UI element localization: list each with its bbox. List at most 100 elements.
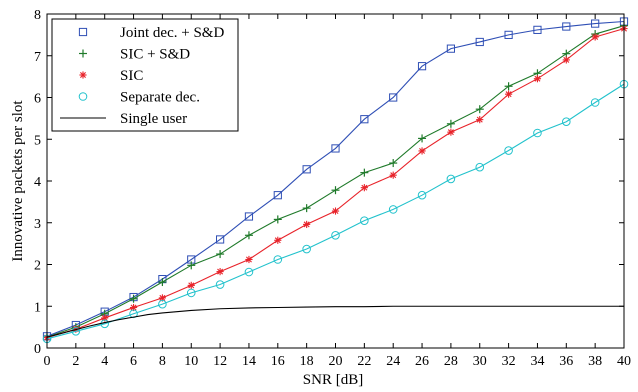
legend-label: Joint dec. + S&D [120,25,224,41]
legend-marker [79,71,87,79]
x-tick-label: 34 [530,354,544,369]
asterisk-stroke [534,75,541,82]
data-point-separate-dec [475,162,485,172]
data-point-separate-dec [533,128,542,138]
series-line-joint-dec-s-d [46,20,625,337]
legend-item: SIC [79,68,143,84]
data-point-sic-s-d [418,134,427,143]
asterisk-stroke [505,91,512,98]
asterisk-stroke [447,129,454,136]
y-tick-label: 4 [34,175,41,190]
data-point-joint-dec-s-d [504,30,513,39]
data-point-joint-dec-s-d [360,115,369,124]
legend-marker [78,92,88,101]
data-point-sic-s-d [446,119,455,128]
data-point-joint-dec-s-d [417,62,427,71]
data-point-sic [216,267,224,276]
data-point-joint-dec-s-d [273,191,282,200]
x-tick-label: 40 [617,354,631,369]
data-point-sic [476,116,484,124]
legend-marker [79,49,87,58]
x-tick-label: 36 [559,354,573,369]
data-point-separate-dec [504,146,513,155]
data-point-sic-s-d [360,168,369,177]
plot-layer [42,17,629,344]
x-tick-label: 38 [588,354,602,369]
data-point-sic [562,56,570,64]
asterisk-stroke [563,56,570,63]
x-tick-label: 6 [130,354,137,369]
asterisk-stroke [188,282,195,289]
y-tick-label: 3 [34,217,41,232]
x-tick-label: 28 [444,354,458,369]
x-tick-label: 16 [271,354,285,369]
data-point-sic-s-d [273,215,282,224]
data-point-joint-dec-s-d [244,212,254,221]
asterisk-stroke [217,268,224,275]
asterisk-stroke [419,147,426,154]
x-tick-label: 20 [329,354,343,369]
data-point-sic-s-d [158,278,167,287]
asterisk-stroke [159,294,166,301]
y-tick-label: 7 [34,50,41,65]
axes-layer: 0 2 4 6 8 10 12 14 16 18 20 22 24 26 28 30 32 34 36 38 40012… [34,8,631,369]
data-point-sic [591,33,599,41]
data-point-separate-dec [388,205,398,214]
legend: Joint dec. + S&D SIC + S&D SIC Separate dec… [51,18,239,132]
data-point-sic-s-d [302,204,311,213]
x-tick-label: 32 [502,354,516,369]
data-point-separate-dec [273,255,283,264]
data-point-joint-dec-s-d [302,165,311,174]
legend-label: Single user [120,111,187,127]
data-point-separate-dec [360,216,369,225]
asterisk-stroke [274,237,281,244]
data-point-sic-s-d [504,82,513,91]
asterisk-stroke [80,72,86,78]
data-point-sic [418,147,426,155]
series-line-separate-dec [46,83,625,340]
data-point-separate-dec [562,117,571,127]
data-point-sic [245,255,253,264]
data-point-separate-dec [590,98,600,107]
x-tick-label: 10 [184,354,198,369]
x-tick-label: 18 [300,354,314,369]
asterisk-stroke [476,116,483,123]
data-point-sic [533,75,542,83]
data-point-separate-dec [417,190,427,200]
data-point-joint-dec-s-d [562,22,571,31]
data-point-separate-dec [186,288,196,298]
y-tick-label: 0 [34,342,41,357]
data-point-sic [331,207,340,215]
legend-item: Single user [60,111,187,127]
data-point-separate-dec [71,327,81,336]
legend-item: Separate dec. [78,90,200,106]
data-point-joint-dec-s-d [216,235,225,244]
x-tick-label: 24 [386,354,400,369]
data-point-separate-dec [446,174,456,184]
asterisk-stroke [390,172,397,179]
y-tick-label: 6 [34,92,41,107]
data-point-sic [360,184,368,192]
y-tick-label: 1 [34,300,41,315]
data-point-joint-dec-s-d [389,93,398,102]
x-tick-label: 2 [72,354,79,369]
asterisk-stroke [361,184,368,191]
asterisk-stroke [130,304,137,311]
x-axis-label: SNR [dB] [303,372,363,388]
x-tick-label: 0 [44,354,51,369]
data-point-joint-dec-s-d [533,25,542,34]
legend-label: SIC + S&D [120,47,190,63]
data-point-sic-s-d [389,159,398,168]
data-point-separate-dec [331,230,340,240]
x-tick-label: 26 [415,354,429,369]
data-point-joint-dec-s-d [331,144,340,153]
data-point-sic [389,171,397,179]
data-point-sic-s-d [187,261,196,270]
data-point-sic-s-d [216,250,225,259]
data-point-sic-s-d [331,186,340,195]
data-point-joint-dec-s-d [446,44,455,53]
y-axis-label: Innovative packets per slot [10,100,26,262]
x-tick-label: 12 [213,354,227,369]
